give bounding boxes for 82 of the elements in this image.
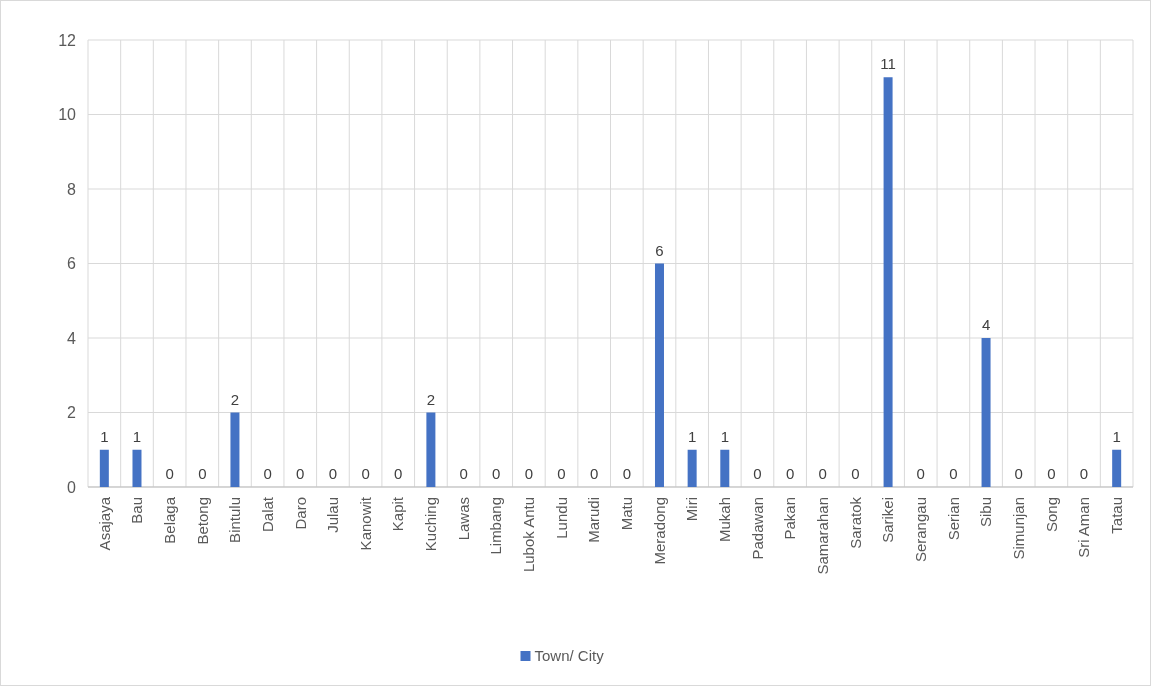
- y-tick-label: 12: [58, 31, 77, 49]
- y-tick-label: 6: [67, 255, 77, 273]
- x-tick-label: Limbang: [487, 497, 505, 555]
- data-label: 0: [1079, 465, 1089, 482]
- x-tick-label: Song: [1042, 497, 1060, 533]
- x-tick-label: Saratok: [846, 496, 864, 549]
- data-label: 0: [1014, 465, 1023, 482]
- data-label: 11: [880, 55, 896, 73]
- y-tick-label: 4: [67, 329, 77, 347]
- data-label: 0: [590, 465, 599, 482]
- data-label: 0: [524, 465, 534, 482]
- x-tick-label: Sibu: [977, 497, 995, 528]
- x-tick-label: Belaga: [160, 496, 178, 544]
- bar: [426, 412, 436, 487]
- bar: [132, 449, 142, 487]
- data-label: 1: [100, 427, 109, 445]
- data-label: 6: [655, 241, 664, 259]
- x-tick-label: Mukah: [716, 497, 734, 543]
- data-label: 0: [818, 465, 827, 482]
- x-tick-label: Bau: [128, 497, 146, 524]
- x-tick-label: Daro: [291, 497, 309, 530]
- y-tick-label: 8: [67, 180, 77, 198]
- x-tick-label: Dalat: [258, 496, 276, 533]
- data-label: 1: [720, 427, 729, 445]
- x-tick-label: Kuching: [422, 497, 440, 552]
- x-tick-label: Miri: [683, 497, 701, 522]
- x-tick-label: Serian: [944, 497, 962, 541]
- y-tick-label: 10: [58, 106, 77, 124]
- x-tick-label: Pakan: [781, 497, 799, 540]
- data-label: 1: [687, 427, 697, 445]
- x-tick-label: Matu: [618, 497, 636, 531]
- data-label: 0: [361, 465, 370, 482]
- data-label: 0: [165, 465, 174, 482]
- bar: [654, 263, 664, 487]
- data-label: 0: [949, 465, 958, 482]
- data-label: 0: [557, 465, 566, 482]
- x-tick-label: Kapit: [389, 496, 407, 532]
- x-tick-label: Lubok Antu: [520, 497, 538, 573]
- x-tick-label: Sri Aman: [1075, 497, 1093, 558]
- data-label: 0: [328, 465, 338, 482]
- data-label: 0: [851, 465, 860, 482]
- bar: [230, 412, 240, 487]
- x-tick-label: Lundu: [552, 497, 570, 539]
- bar: [883, 77, 893, 487]
- x-tick-label: Serangau: [911, 497, 929, 563]
- data-label: 0: [492, 465, 501, 482]
- data-label: 0: [263, 465, 272, 482]
- y-tick-label: 2: [67, 404, 77, 422]
- x-tick-label: Betong: [193, 497, 211, 545]
- data-label: 0: [785, 465, 795, 482]
- data-label: 0: [1047, 465, 1056, 482]
- x-tick-label: Julau: [324, 497, 342, 533]
- data-label: 1: [1112, 427, 1121, 445]
- legend-label: Town/ City: [534, 647, 605, 665]
- x-tick-label: Simunjan: [1009, 497, 1027, 560]
- data-label: 0: [753, 465, 762, 482]
- data-label: 1: [132, 427, 142, 445]
- x-tick-label: Tatau: [1107, 497, 1125, 534]
- x-tick-label: Sarikei: [879, 497, 897, 543]
- x-tick-label: Marudi: [585, 497, 603, 543]
- data-label: 2: [426, 390, 436, 408]
- data-label: 0: [622, 465, 631, 482]
- bar: [1112, 449, 1122, 487]
- x-tick-label: Lawas: [454, 497, 472, 541]
- y-tick-label: 0: [67, 478, 77, 496]
- x-tick-label: Kanowit: [356, 496, 374, 551]
- x-tick-label: Padawan: [748, 497, 766, 560]
- x-tick-label: Samarahan: [814, 497, 832, 575]
- data-label: 2: [230, 390, 240, 408]
- bar: [99, 449, 109, 487]
- x-tick-label: Asajaya: [95, 496, 113, 551]
- data-label: 0: [296, 465, 305, 482]
- bar: [720, 449, 730, 487]
- bar: [687, 449, 697, 487]
- data-label: 0: [459, 465, 468, 482]
- data-label: 0: [916, 465, 925, 482]
- data-label: 0: [394, 465, 403, 482]
- x-tick-label: Bintulu: [226, 497, 244, 543]
- data-label: 0: [198, 465, 207, 482]
- bar: [981, 338, 991, 487]
- x-tick-label: Meradong: [650, 497, 668, 565]
- data-label: 4: [981, 316, 991, 333]
